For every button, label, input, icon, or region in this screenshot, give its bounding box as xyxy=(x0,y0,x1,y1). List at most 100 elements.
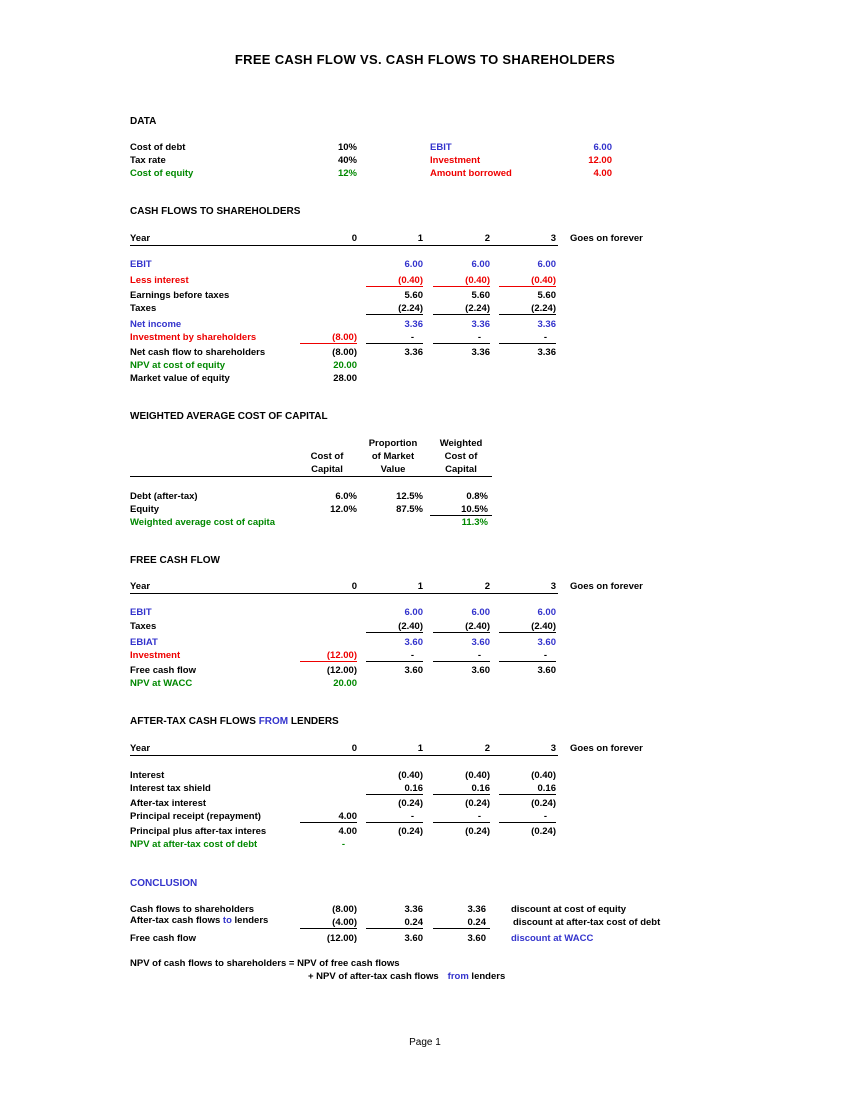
lenders-row-label: After-tax interest xyxy=(130,798,207,809)
fcf-year-0: 0 xyxy=(351,581,357,592)
lenders-forever: Goes on forever xyxy=(570,743,643,754)
wacc-cell: 11.3% xyxy=(461,517,488,528)
cfs-underline xyxy=(300,343,357,344)
conclusion-cell: 0.24 xyxy=(404,917,424,928)
fcf-cell: 3.60 xyxy=(537,665,557,676)
wacc-cell: 10.5% xyxy=(461,504,488,515)
wacc-col2-h2: of Market xyxy=(371,451,415,462)
lenders-row-label: Interest xyxy=(130,770,165,781)
lenders-cell: (0.40) xyxy=(531,770,556,781)
wacc-heading: WEIGHTED AVERAGE COST OF CAPITAL xyxy=(130,411,328,422)
cfs-cell: (2.24) xyxy=(531,303,556,314)
lenders-underline xyxy=(300,822,357,823)
lenders-cell: - xyxy=(410,811,414,822)
wacc-underline xyxy=(430,515,492,516)
fcf-cell: (12.00) xyxy=(326,650,357,661)
wacc-col2-h3: Value xyxy=(380,464,406,475)
lenders-row-label: Principal plus after-tax interes xyxy=(130,826,267,837)
cfs-cell: (2.24) xyxy=(465,303,490,314)
conclusion-row-label-pre: After-tax cash flows xyxy=(130,915,223,926)
fcf-year-1: 1 xyxy=(417,581,423,592)
conclusion-cell: 3.60 xyxy=(467,933,487,944)
wacc-col2-h1: Proportion xyxy=(368,438,418,449)
cfs-cell: - xyxy=(477,332,481,343)
cfs-cell: 3.36 xyxy=(471,319,491,330)
lenders-underline xyxy=(366,794,423,795)
conclusion-underline xyxy=(433,928,490,929)
conclusion-heading: CONCLUSION xyxy=(130,878,198,889)
fcf-cell: (2.40) xyxy=(465,621,490,632)
fcf-cell: (2.40) xyxy=(531,621,556,632)
fcf-cell: 3.60 xyxy=(471,665,491,676)
wacc-header-rule xyxy=(130,476,492,477)
cfs-cell: 3.36 xyxy=(537,319,557,330)
lenders-cell: 0.16 xyxy=(404,783,424,794)
fcf-row-label: Taxes xyxy=(130,621,157,632)
fcf-cell: 3.60 xyxy=(537,637,557,648)
cfs-row-label: NPV at cost of equity xyxy=(130,360,226,371)
wacc-col3-h1: Weighted xyxy=(439,438,483,449)
fcf-row-label: Investment xyxy=(130,650,181,661)
fcf-cell: 6.00 xyxy=(471,607,491,618)
lenders-year-1: 1 xyxy=(417,743,423,754)
cfs-underline xyxy=(499,286,556,287)
fcf-cell: (12.00) xyxy=(326,665,357,676)
conclusion-note: discount at WACC xyxy=(511,933,594,944)
cfs-cell: 6.00 xyxy=(404,259,424,270)
fcf-row-label: Free cash flow xyxy=(130,665,196,676)
fcf-year-2: 2 xyxy=(484,581,490,592)
cfs-row-label: Investment by shareholders xyxy=(130,332,257,343)
tax-rate-value: 40% xyxy=(337,155,357,166)
wacc-cell: 0.8% xyxy=(466,491,488,502)
conclusion-note: discount at after-tax cost of debt xyxy=(513,917,661,928)
conclusion-row-label-post: lenders xyxy=(231,915,269,926)
lenders-underline xyxy=(433,822,490,823)
lenders-underline xyxy=(366,822,423,823)
conclusion-cell: 3.60 xyxy=(404,933,424,944)
cfs-underline xyxy=(366,343,423,344)
investment-label: Investment xyxy=(430,155,481,166)
lenders-heading-post: LENDERS xyxy=(288,716,339,727)
cfs-underline xyxy=(433,314,490,315)
fcf-underline xyxy=(433,661,490,662)
lenders-cell: 4.00 xyxy=(338,826,358,837)
cfs-cell: 6.00 xyxy=(471,259,491,270)
cfs-row-label: Net income xyxy=(130,319,182,330)
lenders-year-0: 0 xyxy=(351,743,357,754)
lenders-heading: AFTER-TAX CASH FLOWS FROM LENDERS xyxy=(130,716,339,727)
wacc-row-label: Debt (after-tax) xyxy=(130,491,198,502)
cfs-year-1: 1 xyxy=(417,233,423,244)
amount-borrowed-value: 4.00 xyxy=(593,168,613,179)
cfs-cell: 6.00 xyxy=(537,259,557,270)
cfs-underline xyxy=(433,286,490,287)
cfs-cell: (8.00) xyxy=(332,347,357,358)
conclusion-underline xyxy=(300,928,357,929)
cfs-underline xyxy=(499,314,556,315)
cfs-year-2: 2 xyxy=(484,233,490,244)
cost-of-debt-value: 10% xyxy=(337,142,357,153)
cost-of-debt-label: Cost of debt xyxy=(130,142,186,153)
wacc-cell: 87.5% xyxy=(396,504,423,515)
lenders-underline xyxy=(499,822,556,823)
npv-line2-from: from xyxy=(447,971,469,982)
fcf-cell: - xyxy=(477,650,481,661)
conclusion-cell: 0.24 xyxy=(467,917,487,928)
wacc-cell: 12.5% xyxy=(396,491,423,502)
ebit-label: EBIT xyxy=(430,142,452,153)
fcf-heading: FREE CASH FLOW xyxy=(130,555,220,566)
conclusion-cell: 3.36 xyxy=(467,904,487,915)
investment-value: 12.00 xyxy=(588,155,612,166)
cfs-cell: (2.24) xyxy=(398,303,423,314)
lenders-underline xyxy=(499,794,556,795)
fcf-header-rule xyxy=(130,593,558,594)
lenders-cell: (0.24) xyxy=(398,798,423,809)
fcf-cell: 3.60 xyxy=(404,665,424,676)
fcf-underline xyxy=(499,632,556,633)
cfs-row-label: Earnings before taxes xyxy=(130,290,230,301)
cost-of-equity-label: Cost of equity xyxy=(130,168,194,179)
cfs-year-3: 3 xyxy=(550,233,556,244)
fcf-underline xyxy=(300,661,357,662)
lenders-cell: (0.24) xyxy=(531,826,556,837)
fcf-row-label: EBIT xyxy=(130,607,152,618)
lenders-year-3: 3 xyxy=(550,743,556,754)
